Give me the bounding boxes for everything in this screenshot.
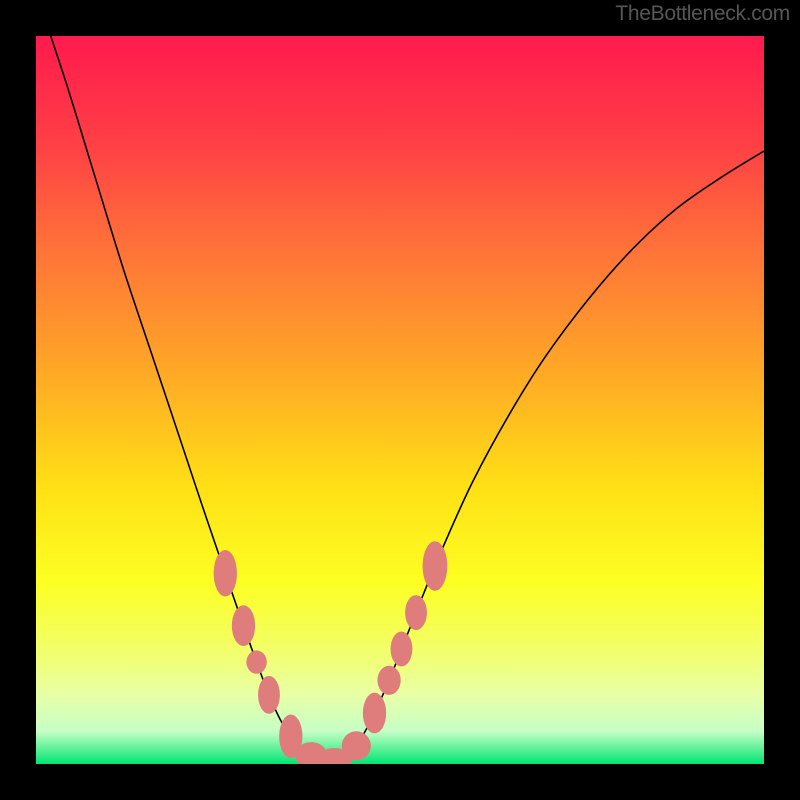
curve-marker xyxy=(363,693,386,734)
plot-area xyxy=(36,36,764,764)
curve-marker xyxy=(391,632,413,667)
chart-frame: TheBottleneck.com xyxy=(0,0,800,800)
curve-marker xyxy=(423,541,448,591)
watermark-text: TheBottleneck.com xyxy=(615,2,790,26)
curve-marker xyxy=(405,595,427,630)
curve-marker xyxy=(246,650,266,673)
curve-marker xyxy=(342,731,371,760)
chart-svg xyxy=(36,36,764,764)
curve-marker xyxy=(232,605,255,646)
curve-marker xyxy=(258,676,280,714)
curve-marker xyxy=(377,666,400,695)
curve-marker xyxy=(214,550,237,597)
